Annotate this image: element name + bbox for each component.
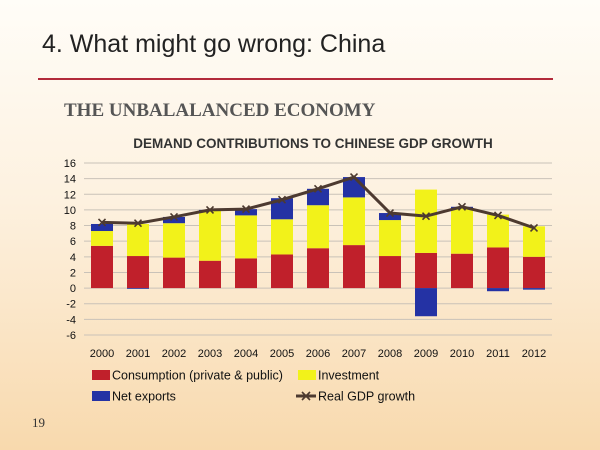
bar-segment: [415, 288, 437, 317]
gdp-point: [205, 205, 215, 214]
bar-segment: [127, 256, 149, 289]
gdp-point: [277, 195, 287, 204]
x-tick-label: 2005: [270, 348, 294, 360]
x-tick-label: 2011: [486, 348, 510, 360]
bar-segment: [235, 215, 257, 259]
bar-segment: [451, 253, 473, 289]
y-tick-label: 0: [70, 283, 76, 295]
x-tick-label: 2006: [306, 348, 330, 360]
bar-segment: [451, 208, 473, 254]
bar-segment: [487, 214, 509, 248]
section-heading: THE UNBALALANCED ECONOMY: [64, 100, 376, 121]
gdp-point: [529, 223, 539, 232]
y-tick-label: -4: [66, 314, 76, 326]
x-tick-label: 2004: [234, 348, 258, 360]
x-tick-label: 2009: [414, 348, 438, 360]
y-tick-label: 4: [70, 252, 76, 264]
y-tick-label: 16: [64, 158, 76, 170]
gdp-growth-line: [97, 173, 539, 232]
y-tick-label: 6: [70, 236, 76, 248]
legend-swatch: [298, 370, 316, 380]
gdp-point: [241, 205, 251, 214]
bar-segment: [523, 226, 545, 257]
gdp-point: [457, 202, 467, 211]
x-tick-label: 2003: [198, 348, 222, 360]
bar-segment: [199, 260, 221, 289]
chart-bars: [91, 177, 545, 317]
y-tick-label: 8: [70, 221, 76, 233]
gdp-point: [493, 211, 503, 220]
bar-segment: [307, 205, 329, 249]
bar-segment: [415, 189, 437, 253]
bar-segment: [91, 223, 113, 232]
y-tick-label: 14: [64, 174, 76, 186]
bar-segment: [487, 288, 509, 292]
legend-label: Consumption (private & public): [112, 369, 283, 383]
gdp-point: [421, 212, 431, 221]
legend-label: Investment: [318, 369, 380, 383]
y-tick-label: 2: [70, 267, 76, 279]
legend-swatch: [92, 391, 110, 401]
chart-legend: Consumption (private & public) Investment…: [92, 369, 415, 404]
bar-segment: [199, 210, 221, 261]
legend-label: Real GDP growth: [318, 390, 415, 404]
bar-segment: [91, 231, 113, 246]
gdp-point: [133, 219, 143, 228]
bar-segment: [271, 254, 293, 289]
chart-title: DEMAND CONTRIBUTIONS TO CHINESE GDP GROW…: [133, 136, 493, 151]
bar-segment: [271, 198, 293, 220]
slide-title: 4. What might go wrong: China: [42, 30, 386, 58]
x-tick-label: 2002: [162, 348, 186, 360]
y-tick-label: 10: [64, 205, 76, 217]
bar-segment: [487, 247, 509, 289]
bar-segment: [163, 216, 185, 224]
y-axis: -6 -4 -2 0 2 4 6 8 10 12 14 16: [64, 158, 76, 342]
gdp-point: [385, 208, 395, 218]
bar-segment: [523, 288, 545, 290]
title-divider: [38, 78, 553, 80]
x-tick-label: 2001: [126, 348, 150, 360]
bar-segment: [163, 223, 185, 258]
gdp-point: [169, 212, 179, 222]
bar-segment: [307, 248, 329, 289]
legend-swatch: [92, 370, 110, 380]
x-tick-label: 2000: [90, 348, 114, 360]
gdp-point: [97, 218, 107, 227]
gdp-point: [349, 173, 359, 182]
x-tick-label: 2012: [522, 348, 546, 360]
slide-number: 19: [32, 415, 45, 430]
x-axis: 2000 2001 2002 2003 2004 2005 2006 2007 2008 2009…: [90, 348, 546, 360]
y-tick-label: -6: [66, 330, 76, 342]
bar-segment: [379, 256, 401, 289]
bar-segment: [235, 209, 257, 216]
bar-segment: [343, 197, 365, 246]
x-tick-label: 2008: [378, 348, 402, 360]
bar-segment: [127, 223, 149, 257]
bar-segment: [379, 220, 401, 257]
bar-segment: [379, 213, 401, 221]
bar-segment: [91, 245, 113, 289]
gdp-point: [313, 184, 323, 193]
y-tick-label: 12: [64, 189, 76, 201]
bar-segment: [127, 288, 149, 289]
bar-segment: [415, 252, 437, 289]
y-tick-label: -2: [66, 299, 76, 311]
bar-segment: [271, 219, 293, 255]
bar-segment: [235, 258, 257, 289]
bar-segment: [163, 257, 185, 289]
legend-label: Net exports: [112, 390, 176, 404]
bar-segment: [343, 245, 365, 289]
x-tick-label: 2007: [342, 348, 366, 360]
bar-segment: [523, 256, 545, 289]
x-tick-label: 2010: [450, 348, 474, 360]
legend-marker: [301, 391, 311, 401]
bar-segment: [307, 188, 329, 206]
